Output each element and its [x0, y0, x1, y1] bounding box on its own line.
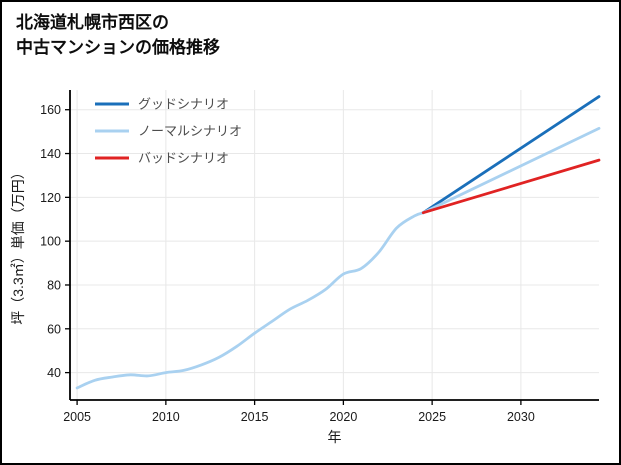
x-tick-label: 2015 — [241, 410, 269, 424]
y-tick-label: 100 — [40, 235, 61, 249]
y-tick-label: 120 — [40, 191, 61, 205]
legend-label-2: バッドシナリオ — [138, 151, 229, 166]
y-tick-label: 40 — [47, 366, 61, 380]
x-tick-label: 2010 — [152, 410, 180, 424]
y-tick-label: 160 — [40, 103, 61, 117]
legend-label-1: ノーマルシナリオ — [138, 124, 242, 139]
series-line-3 — [421, 158, 601, 215]
x-tick-label: 2030 — [507, 410, 535, 424]
y-tick-label: 60 — [47, 322, 61, 336]
x-tick-label: 2005 — [63, 410, 91, 424]
x-tick-label: 2025 — [418, 410, 446, 424]
x-tick-label: 2020 — [329, 410, 357, 424]
y-tick-label: 80 — [47, 278, 61, 292]
x-axis-label: 年 — [328, 429, 342, 445]
legend-label-0: グッドシナリオ — [138, 97, 229, 112]
chart-title-line1: 北海道札幌市西区の — [16, 13, 169, 32]
chart-title-line2: 中古マンションの価格推移 — [16, 37, 220, 57]
y-axis-label: 坪（3.3㎡）単価（万円） — [10, 165, 26, 324]
y-tick-label: 140 — [40, 147, 61, 161]
series-line-0 — [75, 211, 425, 390]
series-line-2 — [421, 126, 601, 215]
chart-title: 北海道札幌市西区の 中古マンションの価格推移 — [16, 11, 220, 60]
series-line-1 — [421, 95, 601, 215]
